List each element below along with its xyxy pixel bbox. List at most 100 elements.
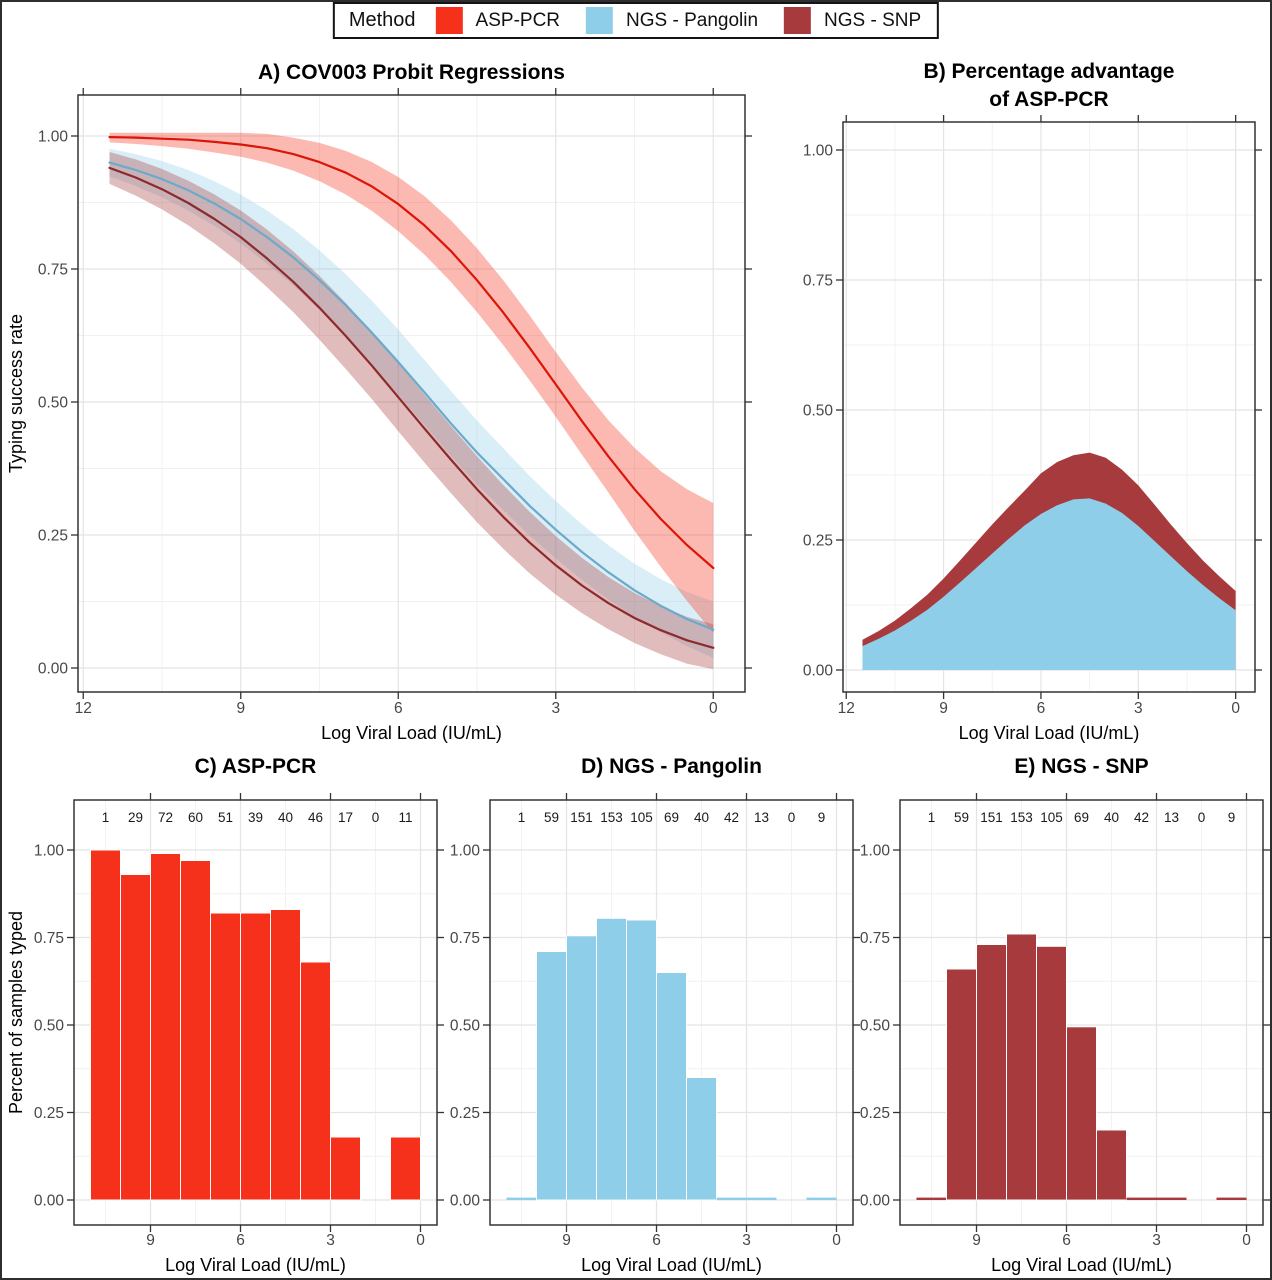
- legend-item-ngs-pangolin: NGS - Pangolin: [586, 7, 758, 34]
- y-tick-label: 0.00: [860, 1193, 891, 1210]
- count-label: 13: [754, 810, 769, 825]
- count-label: 59: [954, 810, 969, 825]
- y-tick-label: 0.50: [450, 1018, 481, 1035]
- zero-bar: [506, 1197, 537, 1200]
- count-label: 51: [218, 810, 233, 825]
- bar: [120, 874, 151, 1201]
- panel-title: D) NGS - Pangolin: [581, 755, 762, 778]
- bar: [270, 909, 301, 1201]
- count-label: 11: [398, 810, 412, 825]
- y-tick-label: 0.75: [34, 930, 64, 947]
- regression-line-asp-pcr: [108, 136, 715, 570]
- panel-b: 12 9 6 3 0 0.00 0.25 0.50 0.75 1.00 B) Percentage …: [803, 60, 1262, 743]
- zero-bar: [1126, 1197, 1157, 1200]
- count-label: 105: [1040, 810, 1063, 825]
- bar: [1096, 1129, 1127, 1201]
- zero-bar: [746, 1197, 777, 1200]
- x-tick-label: 0: [416, 1232, 425, 1249]
- panel-title: B) Percentage advantage: [924, 60, 1175, 83]
- panel-border: [73, 799, 438, 1226]
- gridlines: [78, 95, 745, 692]
- panel-c: 1 29 72 60 51 39 40 46 17 0 11 9 6 3 0 0.00 0.25 0.50 0.75…: [6, 755, 444, 1275]
- y-tick-label: 1.00: [34, 843, 65, 860]
- y-tick-label: 0.25: [860, 1105, 890, 1122]
- legend-title: Method: [348, 9, 416, 31]
- y-tick-label: 0.25: [803, 533, 833, 550]
- bar: [1006, 933, 1037, 1201]
- bar: [390, 1136, 421, 1201]
- zero-bar: [1156, 1197, 1187, 1200]
- count-label: 151: [980, 810, 1003, 825]
- x-tick-label: 3: [1152, 1232, 1161, 1249]
- count-label: 1: [518, 810, 526, 825]
- y-tick-label: 0.50: [803, 403, 834, 420]
- bar: [596, 917, 627, 1201]
- panel-border: [899, 799, 1264, 1226]
- bar: [976, 944, 1007, 1201]
- count-label: 151: [570, 810, 593, 825]
- zero-bar: [1216, 1197, 1247, 1200]
- x-tick-label: 3: [326, 1232, 335, 1249]
- x-axis-title: Log Viral Load (IU/mL): [321, 723, 502, 743]
- y-tick-label: 0.75: [450, 930, 480, 947]
- x-tick-label: 0: [832, 1232, 841, 1249]
- count-label: 0: [1198, 810, 1206, 825]
- count-label: 69: [664, 810, 679, 825]
- bar: [626, 919, 657, 1201]
- panel-title: C) ASP-PCR: [195, 755, 317, 778]
- count-label: 40: [694, 810, 709, 825]
- panel-a: 12 9 6 3 0 0.00 0.25 0.50 0.75 1.00 A) COV003 Prob…: [6, 61, 752, 743]
- legend-label-asp-pcr: ASP-PCR: [475, 9, 561, 31]
- plot-content: [108, 132, 715, 670]
- ci-band-asp-pcr: [109, 132, 714, 633]
- bar: [300, 961, 331, 1201]
- bar: [90, 849, 121, 1201]
- panel-title: of ASP-PCR: [989, 88, 1108, 111]
- x-tick-label: 0: [709, 700, 718, 717]
- count-label: 1: [928, 810, 936, 825]
- axis-ticks: [893, 793, 1270, 1232]
- count-label: 1: [102, 810, 110, 825]
- y-tick-label: 1.00: [803, 143, 834, 160]
- x-tick-label: 6: [652, 1232, 661, 1249]
- bar: [1066, 1026, 1097, 1201]
- x-tick-label: 9: [939, 700, 948, 717]
- x-tick-label: 12: [838, 700, 855, 717]
- count-label: 9: [818, 810, 826, 825]
- axis-ticks: [483, 793, 860, 1232]
- bar: [1036, 945, 1067, 1201]
- y-tick-label: 0.00: [803, 663, 834, 680]
- axis-ticks: [67, 793, 444, 1232]
- bar: [180, 860, 211, 1201]
- legend-items: ASP-PCR NGS - Pangolin NGS - SNP: [435, 7, 921, 34]
- x-tick-label: 6: [1062, 1232, 1071, 1249]
- count-label: 69: [1074, 810, 1089, 825]
- count-label: 42: [1134, 810, 1149, 825]
- y-tick-label: 0.75: [38, 262, 68, 279]
- count-label: 60: [188, 810, 203, 825]
- bar: [536, 951, 567, 1201]
- x-tick-label: 6: [394, 700, 403, 717]
- plot-content: [862, 452, 1236, 670]
- method-legend: Method ASP-PCR NGS - Pangolin NGS - SNP: [332, 2, 940, 39]
- x-tick-label: 6: [236, 1232, 245, 1249]
- x-tick-label: 9: [146, 1232, 155, 1249]
- regression-line-ngs-snp: [108, 166, 715, 649]
- y-tick-label: 0.50: [34, 1018, 65, 1035]
- y-tick-label: 0.00: [450, 1193, 481, 1210]
- y-tick-label: 0.00: [34, 1193, 65, 1210]
- count-label: 0: [372, 810, 380, 825]
- count-label: 0: [788, 810, 796, 825]
- zero-bar: [916, 1197, 947, 1200]
- x-tick-label: 9: [562, 1232, 571, 1249]
- legend-label-ngs-pangolin: NGS - Pangolin: [626, 9, 759, 31]
- bar: [946, 968, 977, 1201]
- ci-band-ngs-snp: [109, 152, 714, 670]
- axis-ticks: [71, 88, 752, 699]
- count-label: 105: [630, 810, 653, 825]
- x-tick-label: 6: [1037, 700, 1046, 717]
- y-tick-label: 1.00: [860, 843, 891, 860]
- count-label: 40: [278, 810, 293, 825]
- x-tick-label: 9: [972, 1232, 981, 1249]
